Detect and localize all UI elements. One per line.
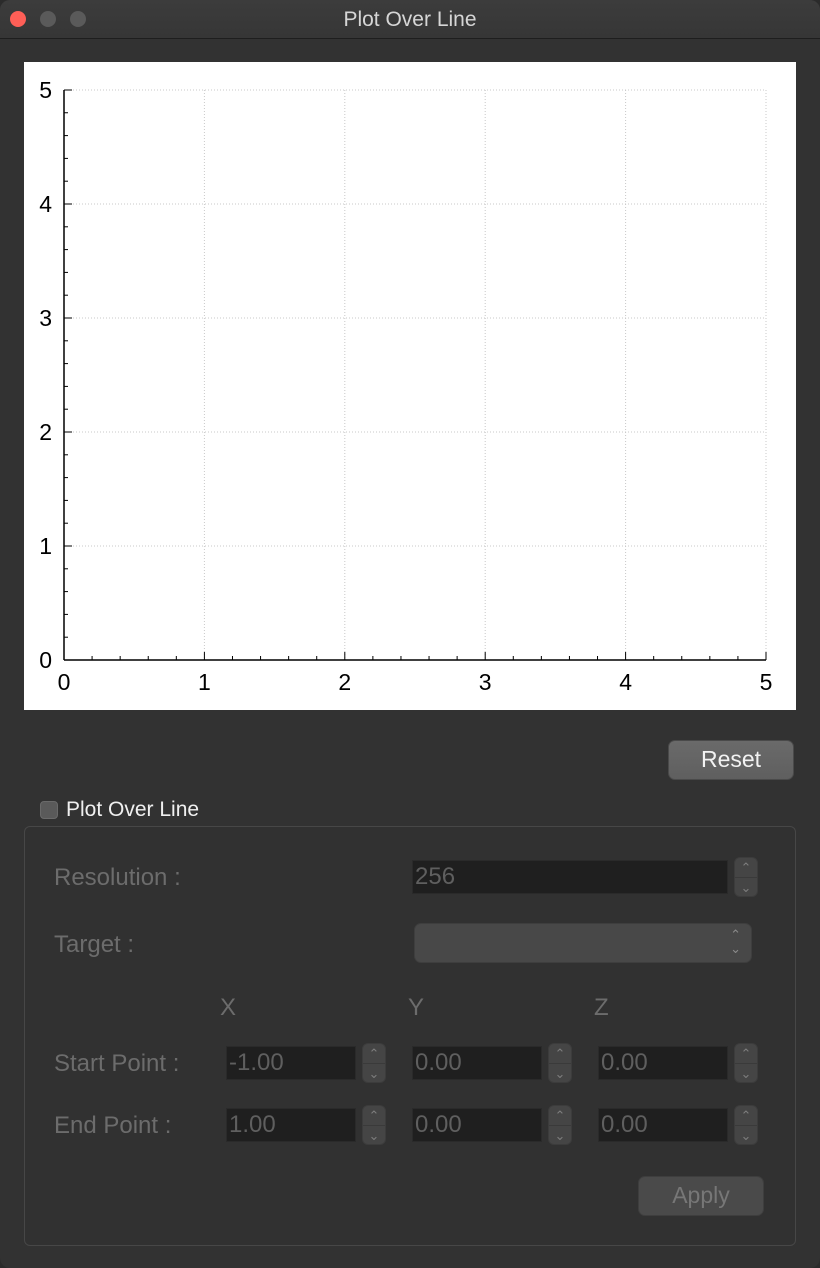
x-tick-label: 5 — [760, 669, 773, 695]
chevron-up-icon[interactable]: ⌃ — [368, 1046, 380, 1061]
end-x-field[interactable]: 1.00 — [226, 1108, 356, 1142]
title-bar[interactable]: Plot Over Line — [0, 0, 820, 39]
x-tick-label: 4 — [619, 669, 632, 695]
plot-over-line-checkbox-label[interactable]: Plot Over Line — [66, 798, 200, 821]
end-z-field[interactable]: 0.00 — [598, 1108, 728, 1142]
end-point-label: End Point : — [54, 1112, 172, 1139]
chevron-down-icon[interactable]: ⌄ — [735, 1063, 757, 1083]
x-tick-label: 2 — [338, 669, 351, 695]
start-y-field[interactable]: 0.00 — [412, 1046, 542, 1080]
start-z-field[interactable]: 0.00 — [598, 1046, 728, 1080]
x-tick-label: 3 — [479, 669, 492, 695]
chevron-down-icon[interactable]: ⌄ — [735, 877, 757, 897]
end-y-stepper[interactable]: ⌃ ⌄ — [548, 1105, 572, 1145]
y-tick-label: 2 — [39, 419, 52, 445]
y-tick-label: 3 — [39, 305, 52, 331]
reset-button[interactable]: Reset — [668, 740, 794, 780]
plot-over-line-checkbox[interactable] — [40, 801, 58, 819]
plot-area[interactable]: 0 1 2 3 4 5 0 1 2 3 4 5 — [24, 62, 796, 710]
apply-button[interactable]: Apply — [638, 1176, 764, 1216]
chevron-down-icon[interactable]: ⌄ — [549, 1125, 571, 1145]
start-y-stepper[interactable]: ⌃ ⌄ — [548, 1043, 572, 1083]
y-tick-label: 0 — [39, 647, 52, 673]
chevron-down-icon[interactable]: ⌄ — [549, 1063, 571, 1083]
x-axis-label: X — [220, 994, 237, 1021]
start-z-stepper[interactable]: ⌃ ⌄ — [734, 1043, 758, 1083]
y-tick-label: 5 — [39, 77, 52, 103]
zoom-window-button[interactable] — [70, 11, 86, 27]
y-tick-label: 1 — [39, 533, 52, 559]
chevron-up-icon[interactable]: ⌃ — [554, 1108, 566, 1123]
end-x-stepper[interactable]: ⌃ ⌄ — [362, 1105, 386, 1145]
resolution-label: Resolution : — [54, 864, 181, 891]
chevron-up-icon[interactable]: ⌃ — [740, 1108, 752, 1123]
up-down-arrows-icon: ⌃ ⌄ — [730, 927, 741, 956]
chevron-up-icon[interactable]: ⌃ — [740, 1046, 752, 1061]
start-x-stepper[interactable]: ⌃ ⌄ — [362, 1043, 386, 1083]
end-y-field[interactable]: 0.00 — [412, 1108, 542, 1142]
window-title: Plot Over Line — [343, 8, 477, 31]
chevron-up-icon[interactable]: ⌃ — [740, 860, 752, 875]
chevron-down-icon[interactable]: ⌄ — [363, 1063, 385, 1083]
start-point-label: Start Point : — [54, 1050, 180, 1077]
close-window-button[interactable] — [10, 11, 26, 27]
resolution-stepper[interactable]: ⌃ ⌄ — [734, 857, 758, 897]
minimize-window-button[interactable] — [40, 11, 56, 27]
x-tick-label: 1 — [198, 669, 211, 695]
chevron-up-icon[interactable]: ⌃ — [368, 1108, 380, 1123]
chevron-down-icon[interactable]: ⌄ — [735, 1125, 757, 1145]
start-x-field[interactable]: -1.00 — [226, 1046, 356, 1080]
line-plot-chart: 0 1 2 3 4 5 0 1 2 3 4 5 — [39, 77, 773, 695]
y-tick-label: 4 — [39, 191, 52, 217]
x-tick-label: 0 — [58, 669, 71, 695]
end-z-stepper[interactable]: ⌃ ⌄ — [734, 1105, 758, 1145]
target-label: Target : — [54, 931, 135, 958]
chevron-up-icon[interactable]: ⌃ — [554, 1046, 566, 1061]
z-axis-label: Z — [594, 994, 609, 1021]
resolution-field[interactable]: 256 — [412, 860, 728, 894]
chevron-down-icon[interactable]: ⌄ — [363, 1125, 385, 1145]
target-select[interactable]: ⌃ ⌄ — [414, 923, 752, 963]
y-axis-label: Y — [408, 994, 425, 1021]
